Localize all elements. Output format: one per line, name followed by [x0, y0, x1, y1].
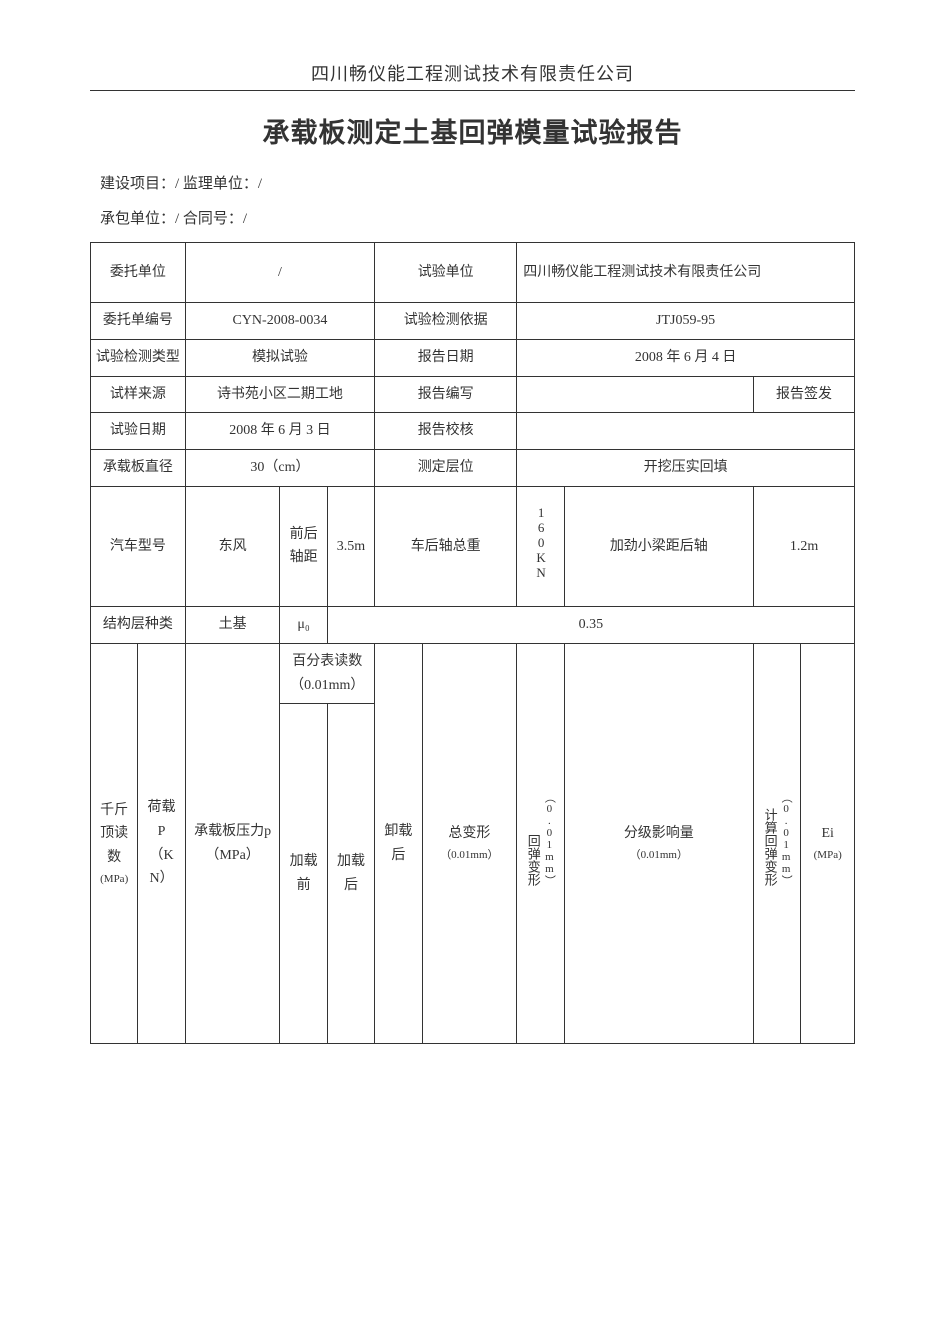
r1-v1: /: [185, 243, 374, 303]
r7-l1: 汽车型号: [91, 486, 186, 606]
h-c3: 承载板压力p （MPa）: [185, 643, 280, 1044]
h-c7a: 总变形: [427, 822, 513, 846]
h-c10a: 计算回弹变形: [762, 808, 776, 886]
h-c10: 计算回弹变形 （0.01mm）: [754, 643, 801, 1044]
r8-l2: μ₀: [280, 606, 327, 643]
r7-v2: 3.5m: [327, 486, 374, 606]
h-c1b: (MPa): [95, 870, 133, 889]
h-c2b: （KN）: [142, 844, 180, 892]
h-c8a: 回弹变形: [525, 834, 539, 886]
h-c10b: （0.01mm）: [780, 792, 792, 886]
r4-v1: 诗书苑小区二期工地: [185, 376, 374, 413]
r4-l1: 试样来源: [91, 376, 186, 413]
h-c2: 荷载 P （KN）: [138, 643, 185, 1044]
r7-l2: 前后轴距: [280, 486, 327, 606]
r2-l2: 试验检测依据: [375, 303, 517, 340]
r3-l2: 报告日期: [375, 339, 517, 376]
r2-l1: 委托单编号: [91, 303, 186, 340]
h-c3a: 承载板压力p: [190, 820, 276, 844]
h-c1: 千斤顶读数 (MPa): [91, 643, 138, 1044]
r6-l2: 测定层位: [375, 450, 517, 487]
h-c11a: Ei: [805, 822, 850, 846]
r6-l1: 承载板直径: [91, 450, 186, 487]
r7-v3: 160KN: [517, 486, 564, 606]
h-c9b: （0.01mm）: [569, 846, 749, 865]
r3-v2: 2008 年 6 月 4 日: [517, 339, 855, 376]
h-c11: Ei (MPa): [801, 643, 855, 1044]
h-c9: 分级影响量 （0.01mm）: [564, 643, 753, 1044]
h-c7: 总变形 （0.01mm）: [422, 643, 517, 1044]
h-c1a: 千斤顶读数: [95, 799, 133, 870]
r2-v1: CYN-2008-0034: [185, 303, 374, 340]
r5-l2: 报告校核: [375, 413, 517, 450]
r7-l3: 车后轴总重: [375, 486, 517, 606]
h-c9a: 分级影响量: [569, 822, 749, 846]
r8-l1: 结构层种类: [91, 606, 186, 643]
report-table: 委托单位 / 试验单位 四川畅仪能工程测试技术有限责任公司 委托单编号 CYN-…: [90, 242, 855, 1044]
r3-v1: 模拟试验: [185, 339, 374, 376]
meta-line-1: 建设项目：/ 监理单位：/: [100, 172, 845, 193]
r5-v2: [517, 413, 855, 450]
r6-v2: 开挖压实回填: [517, 450, 855, 487]
r7-v3-text: 160KN: [533, 505, 547, 580]
r1-v2: 四川畅仪能工程测试技术有限责任公司: [517, 243, 855, 303]
r4-v2: [517, 376, 754, 413]
r7-l4: 加劲小梁距后轴: [564, 486, 753, 606]
h-group-top: 百分表读数（0.01mm）: [280, 643, 375, 704]
h-c4: 加载前: [280, 704, 327, 1044]
h-c8: 回弹变形 （0.01mm）: [517, 643, 564, 1044]
h-c8b: （0.01mm）: [543, 792, 555, 886]
h-c5: 加载后: [327, 704, 374, 1044]
r6-v1: 30（cm）: [185, 450, 374, 487]
company-header: 四川畅仪能工程测试技术有限责任公司: [90, 60, 855, 91]
r4-l2: 报告编写: [375, 376, 517, 413]
doc-title: 承载板测定土基回弹模量试验报告: [90, 111, 855, 150]
r5-l1: 试验日期: [91, 413, 186, 450]
r8-v1: 土基: [185, 606, 280, 643]
r8-v2: 0.35: [327, 606, 854, 643]
h-c2a: 荷载 P: [142, 796, 180, 844]
r4-l3: 报告签发: [754, 376, 855, 413]
meta-line-2: 承包单位：/ 合同号：/: [100, 207, 845, 228]
r5-v1: 2008 年 6 月 3 日: [185, 413, 374, 450]
r7-v4: 1.2m: [754, 486, 855, 606]
r7-v1: 东风: [185, 486, 280, 606]
h-c3b: （MPa）: [190, 844, 276, 868]
r1-l2: 试验单位: [375, 243, 517, 303]
r3-l1: 试验检测类型: [91, 339, 186, 376]
r2-v2: JTJ059-95: [517, 303, 855, 340]
h-c6: 卸载后: [375, 643, 422, 1044]
h-c11b: (MPa): [805, 846, 850, 865]
r1-l1: 委托单位: [91, 243, 186, 303]
h-c7b: （0.01mm）: [427, 846, 513, 865]
